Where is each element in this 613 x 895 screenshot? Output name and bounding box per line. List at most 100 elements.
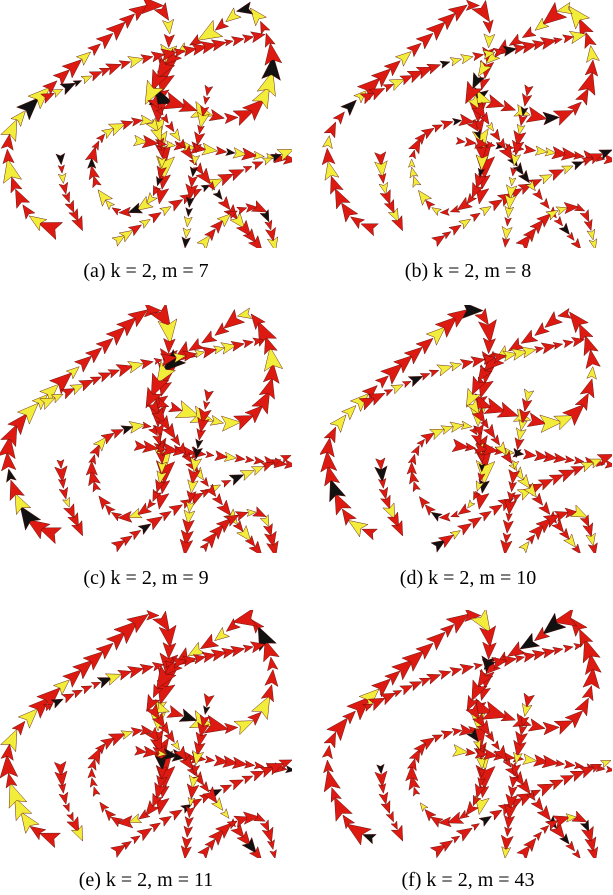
glyph	[213, 189, 225, 202]
glyph	[563, 338, 574, 348]
glyph	[184, 817, 194, 829]
glyph	[142, 422, 152, 430]
glyph	[483, 20, 495, 34]
glyph	[460, 52, 474, 64]
glyph	[324, 120, 341, 138]
glyph	[450, 55, 463, 66]
glyph	[235, 454, 246, 463]
caption: (c) k = 2, m = 9	[83, 567, 208, 589]
glyph	[181, 237, 191, 249]
glyph	[58, 165, 65, 174]
glyph	[221, 477, 232, 487]
glyph	[203, 85, 213, 96]
glyph	[62, 192, 73, 204]
glyph	[267, 840, 276, 851]
glyph	[205, 756, 215, 764]
glyph	[183, 216, 192, 227]
glyph	[375, 771, 389, 788]
glyph	[553, 645, 564, 655]
glyph	[502, 520, 514, 534]
glyph	[91, 786, 101, 797]
glyph	[588, 543, 600, 557]
glyph	[267, 237, 280, 252]
glyph	[252, 158, 265, 170]
glyph	[262, 827, 277, 844]
glyph	[235, 2, 253, 18]
glyph	[504, 217, 512, 226]
glyph	[159, 812, 174, 826]
glyph	[450, 511, 460, 520]
glyph	[429, 367, 440, 377]
glyph	[501, 100, 518, 115]
glyph	[465, 500, 475, 510]
glyph	[509, 167, 517, 176]
glyph	[460, 661, 475, 674]
glyph	[256, 19, 270, 34]
glyph	[140, 662, 155, 675]
glyph	[201, 344, 217, 358]
glyph	[478, 320, 499, 345]
glyph	[439, 667, 453, 679]
glyph	[242, 772, 255, 784]
glyph	[402, 378, 412, 387]
glyph	[141, 52, 154, 64]
glyph	[520, 703, 532, 717]
glyph-render	[320, 607, 613, 862]
caption: (b) k = 2, m = 8	[405, 260, 531, 282]
glyph	[4, 468, 17, 483]
glyph	[565, 456, 575, 464]
glyph	[449, 221, 464, 235]
glyph	[440, 208, 449, 216]
glyph	[600, 757, 612, 768]
glyph	[557, 308, 571, 321]
glyph	[73, 78, 83, 87]
caption: (e) k = 2, m = 11	[79, 869, 214, 891]
glyph	[202, 401, 210, 410]
glyph	[182, 228, 191, 239]
glyph	[541, 340, 557, 354]
glyph	[160, 203, 174, 216]
glyph	[110, 205, 121, 215]
glyph	[452, 439, 469, 454]
glyph	[245, 456, 254, 464]
glyph	[430, 204, 442, 215]
caption: (f) k = 2, m = 43	[401, 869, 534, 891]
glyph	[520, 27, 536, 42]
glyph	[391, 381, 405, 394]
glyph	[139, 216, 152, 228]
glyph	[72, 216, 88, 233]
glyph	[540, 198, 553, 211]
glyph	[432, 731, 444, 742]
glyph	[88, 768, 96, 778]
glyph	[501, 711, 517, 726]
glyph	[58, 173, 67, 184]
glyph	[572, 849, 583, 860]
glyph	[449, 205, 460, 215]
glyph	[323, 135, 335, 149]
glyph	[440, 58, 451, 68]
glyph	[561, 162, 574, 174]
glyph	[55, 466, 69, 483]
glyph	[386, 811, 397, 823]
glyph	[202, 96, 210, 105]
glyph	[199, 331, 217, 348]
glyph	[285, 766, 295, 774]
glyph	[420, 370, 431, 380]
glyph	[129, 527, 143, 540]
glyph	[554, 216, 566, 228]
glyph	[243, 338, 255, 348]
glyph	[224, 38, 233, 46]
glyph	[450, 360, 463, 371]
glyph	[63, 803, 72, 813]
glyph	[216, 146, 228, 156]
glyph	[148, 208, 163, 223]
glyph	[231, 34, 245, 46]
glyph	[432, 121, 444, 132]
caption: (d) k = 2, m = 10	[400, 567, 536, 589]
glyph	[57, 459, 65, 468]
glyph	[202, 389, 213, 402]
caption: (a) k = 2, m = 7	[83, 260, 208, 282]
glyph	[81, 682, 94, 694]
glyph	[194, 439, 203, 450]
glyph-render	[0, 303, 297, 559]
